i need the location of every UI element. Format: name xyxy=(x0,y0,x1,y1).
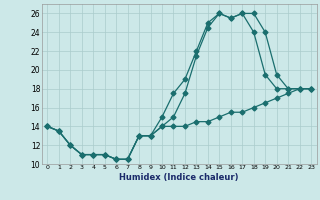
X-axis label: Humidex (Indice chaleur): Humidex (Indice chaleur) xyxy=(119,173,239,182)
